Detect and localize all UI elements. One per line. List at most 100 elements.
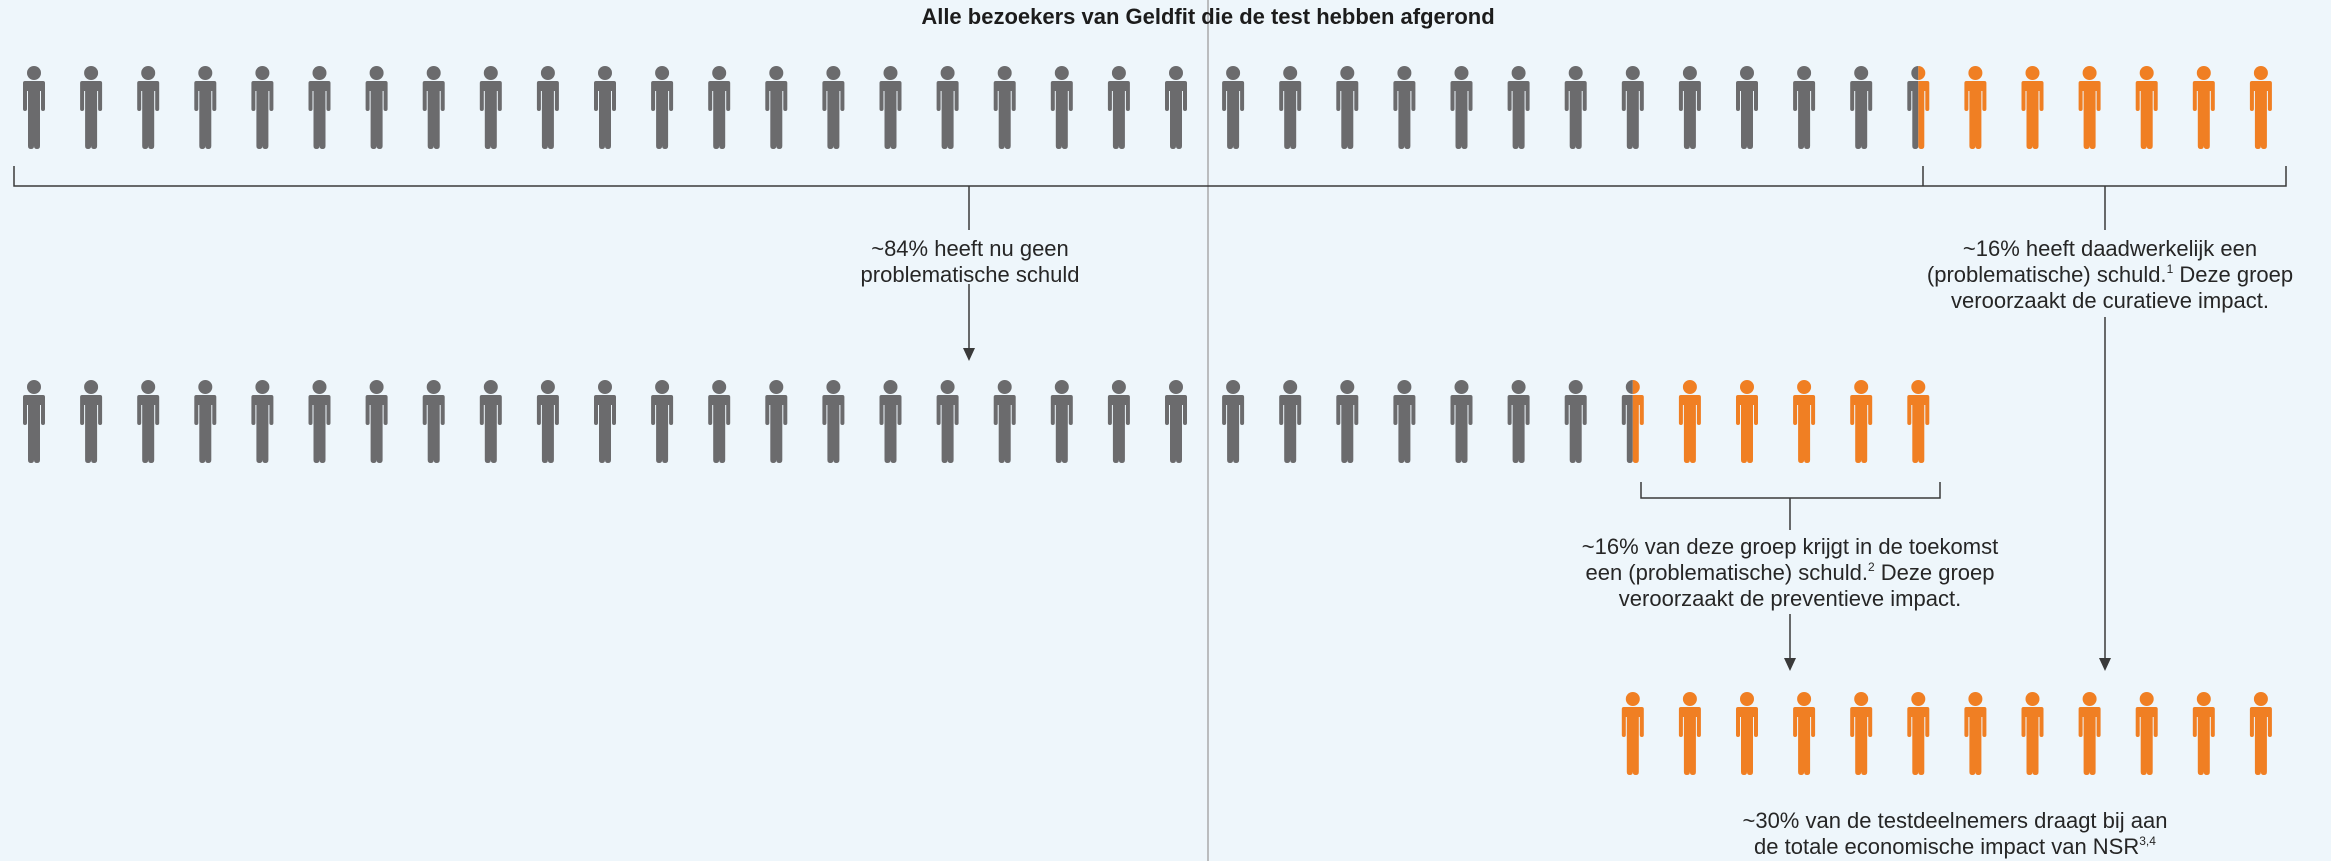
person-icon-grey	[194, 66, 217, 149]
person-icon-orange	[1964, 692, 1987, 775]
person-icon-grey	[765, 380, 788, 463]
person-icon-grey	[1621, 66, 1644, 149]
label-no-debt: ~84% heeft nu geen problematische schuld	[820, 236, 1120, 288]
person-icon-orange	[1736, 380, 1758, 463]
person-icon-grey	[1165, 380, 1187, 463]
footnote-2: 2	[1867, 560, 1875, 574]
person-icon-grey	[536, 66, 559, 149]
person-icon-orange	[1850, 380, 1873, 463]
person-icon-grey	[308, 380, 331, 463]
person-icon-grey	[936, 380, 959, 463]
person-icon-grey	[1564, 380, 1587, 463]
label-actual-line3: veroorzaakt de curatieve impact.	[1951, 288, 2269, 313]
label-no-debt-line1: ~84% heeft nu geen	[871, 236, 1069, 261]
bracket-all-visitors	[13, 166, 2287, 187]
label-total-impact: ~30% van de testdeelnemers draagt bij aa…	[1700, 808, 2210, 860]
person-icon-grey	[708, 380, 731, 463]
person-icon-grey	[194, 380, 217, 463]
person-icon-orange	[1850, 692, 1873, 775]
person-icon-orange	[1621, 692, 1644, 775]
person-icon-grey	[1507, 380, 1530, 463]
person-icon-grey	[23, 66, 45, 149]
arrowhead-no-debt	[963, 348, 975, 361]
person-icon-orange	[1964, 66, 1987, 149]
person-icon-grey	[1107, 66, 1130, 149]
person-icon-grey	[251, 380, 274, 463]
person-icon-grey	[1222, 66, 1245, 149]
footnote-3-4: 3,4	[2139, 834, 2156, 848]
person-icon-grey	[536, 380, 559, 463]
bracket-future-debt	[1640, 482, 1941, 499]
person-icon-orange	[2249, 692, 2272, 775]
person-icon-orange	[1793, 692, 1816, 775]
footnote-1: 1	[2166, 262, 2174, 276]
arrowhead-actual	[2099, 658, 2111, 671]
person-icon-grey	[137, 380, 160, 463]
label-no-debt-line2: problematische schuld	[860, 262, 1080, 287]
person-icon-grey	[1393, 380, 1416, 463]
person-icon-orange	[2078, 66, 2101, 149]
row-all-visitors	[23, 66, 2272, 149]
label-total-line1: ~30% van de testdeelnemers draagt bij aa…	[1742, 808, 2168, 833]
person-icon-grey	[1507, 66, 1530, 149]
person-icon-grey	[422, 66, 445, 149]
person-icon-grey	[1050, 66, 1073, 149]
person-icon-grey	[594, 380, 616, 463]
label-future-line3: veroorzaakt de preventieve impact.	[1618, 586, 1962, 611]
person-icon-orange	[1678, 380, 1701, 463]
person-icon-grey	[1450, 66, 1473, 149]
person-icon-grey	[137, 66, 160, 149]
person-icon-split	[1907, 66, 1930, 149]
person-icon-grey	[822, 380, 845, 463]
person-icon-grey	[1450, 380, 1473, 463]
arrowhead-future	[1784, 658, 1796, 671]
person-icon-grey	[365, 380, 388, 463]
person-icon-grey	[308, 66, 331, 149]
person-icon-grey	[23, 380, 45, 463]
person-icon-grey	[479, 66, 502, 149]
person-icon-grey	[822, 66, 845, 149]
person-icon-grey	[765, 66, 788, 149]
person-icon-split	[1621, 380, 1644, 463]
person-icon-grey	[879, 380, 902, 463]
label-future-line2b: Deze groep	[1874, 560, 1995, 585]
person-icon-orange	[1736, 692, 1758, 775]
person-icon-orange	[2192, 692, 2215, 775]
person-icon-orange	[1678, 692, 1701, 775]
person-icon-grey	[1107, 380, 1130, 463]
person-icon-grey	[993, 380, 1016, 463]
person-icon-grey	[879, 66, 902, 149]
person-icon-orange	[2135, 692, 2158, 775]
person-icon-grey	[479, 380, 502, 463]
person-icon-grey	[1564, 66, 1587, 149]
person-icon-grey	[1336, 66, 1359, 149]
person-icon-grey	[1393, 66, 1416, 149]
page-title: Alle bezoekers van Geldfit die de test h…	[921, 4, 1495, 29]
person-icon-orange	[2192, 66, 2215, 149]
person-icon-grey	[1336, 380, 1359, 463]
person-icon-orange	[1907, 692, 1930, 775]
person-icon-orange	[2021, 692, 2044, 775]
label-future-debt: ~16% van deze groep krijgt in de toekoms…	[1555, 534, 2025, 612]
person-icon-grey	[1050, 380, 1073, 463]
person-icon-grey	[1678, 66, 1701, 149]
row-no-debt-now	[23, 380, 1930, 463]
person-icon-grey	[1736, 66, 1758, 149]
person-icon-grey	[1222, 380, 1245, 463]
label-future-line2: een (problematische) schuld.	[1585, 560, 1868, 585]
person-icon-grey	[1279, 66, 1302, 149]
label-actual-line2b: Deze groep	[2173, 262, 2294, 287]
person-icon-orange	[2078, 692, 2101, 775]
person-icon-grey	[993, 66, 1016, 149]
label-total-line2: de totale economische impact van NSR	[1754, 834, 2140, 859]
person-icon-grey	[594, 66, 616, 149]
person-icon-grey	[365, 66, 388, 149]
person-icon-grey	[1850, 66, 1873, 149]
person-icon-grey	[80, 66, 103, 149]
label-actual-debt: ~16% heeft daadwerkelijk een (problematis…	[1890, 236, 2330, 314]
person-icon-orange	[1907, 380, 1930, 463]
person-icon-grey	[651, 380, 674, 463]
person-icon-grey	[422, 380, 445, 463]
